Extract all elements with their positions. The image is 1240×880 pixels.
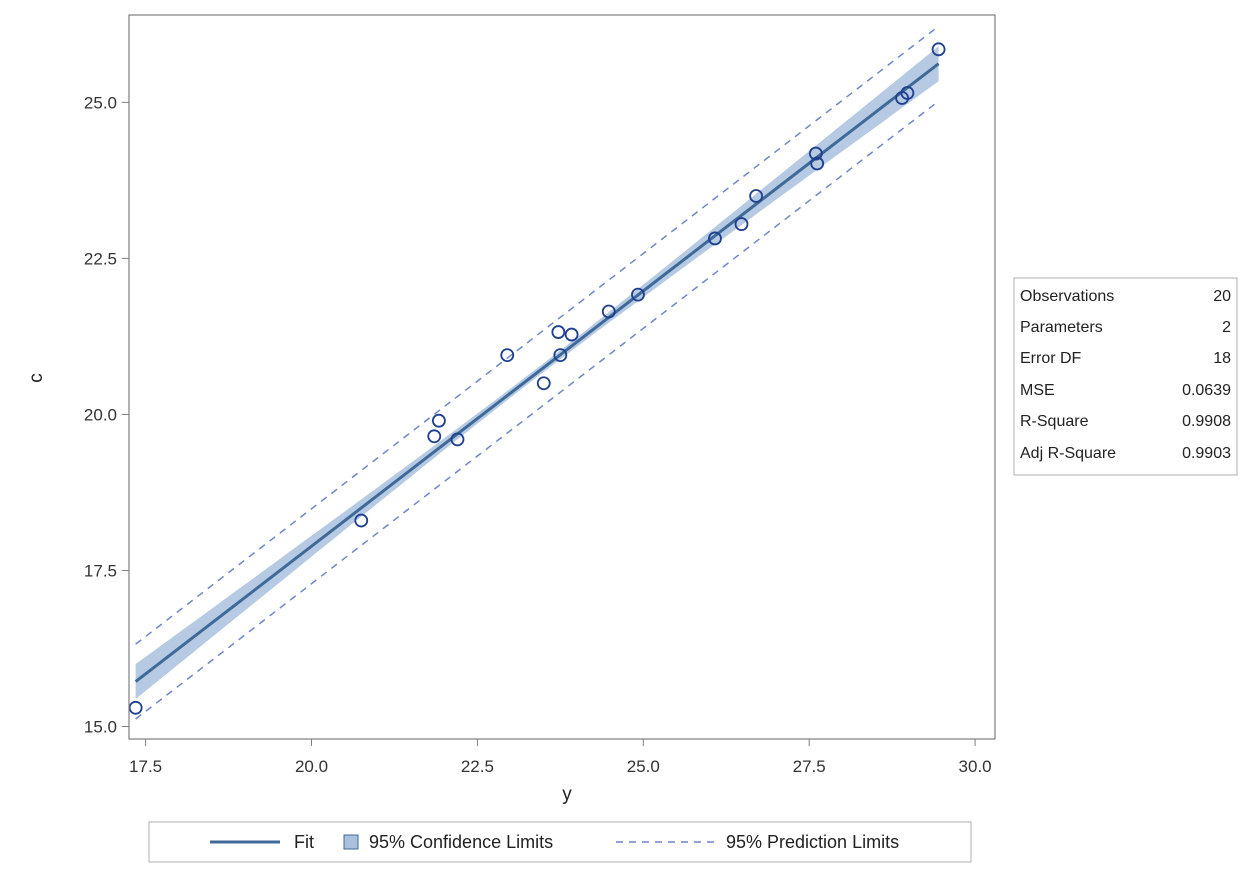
fit-statistics-frame — [1013, 277, 1238, 476]
y-tick-label-3: 20.0 — [84, 405, 117, 424]
data-point-6 — [500, 348, 515, 363]
data-point-19 — [900, 86, 915, 100]
legend: Fit 95% Confidence Limits 95% Prediction… — [148, 821, 972, 863]
data-point-15 — [749, 189, 764, 203]
data-point-7 — [536, 376, 551, 391]
upper-prediction-limit-line — [135, 25, 940, 645]
data-point-9 — [553, 348, 568, 363]
fit-line — [134, 62, 940, 683]
data-point-14 — [734, 217, 749, 231]
data-point-11 — [601, 304, 616, 319]
y-tick-label-5: 25.0 — [84, 93, 117, 112]
y-axis-label: c — [26, 373, 47, 383]
stat-value-mse: 0.0639 — [1182, 382, 1231, 399]
legend-confidence-swatch — [343, 834, 359, 850]
data-point-17 — [810, 156, 825, 171]
legend-confidence-label: 95% Confidence Limits — [369, 832, 553, 852]
stat-label-mse: MSE — [1020, 382, 1055, 399]
data-point-3 — [427, 429, 442, 444]
lower-prediction-limit-line — [135, 100, 940, 720]
x-tick-label-1: 17.5 — [129, 757, 162, 776]
data-point-8 — [551, 325, 566, 339]
data-point-12 — [631, 287, 645, 302]
data-point-10 — [564, 327, 579, 342]
stat-label-observations: Observations — [1020, 288, 1114, 305]
y-tick-label-4: 22.5 — [84, 249, 117, 268]
stat-value-error-df: 18 — [1213, 350, 1231, 367]
data-point-13 — [708, 231, 722, 246]
x-tick-label-3: 22.5 — [461, 757, 494, 776]
stat-label-r-square: R-Square — [1020, 413, 1089, 430]
data-point-16 — [808, 146, 823, 161]
stat-label-adj-r-square: Adj R-Square — [1020, 445, 1116, 462]
stat-value-observations: 20 — [1213, 288, 1231, 305]
x-tick-label-4: 25.0 — [627, 757, 660, 776]
x-tick-label-2: 20.0 — [295, 757, 328, 776]
x-axis-label: y — [562, 784, 572, 805]
data-point-4 — [432, 413, 446, 428]
x-tick-label-6: 30.0 — [959, 757, 992, 776]
x-tick-label-5: 27.5 — [793, 757, 826, 776]
legend-fit-label: Fit — [294, 832, 314, 852]
fit-statistics-table: Observations 20 Parameters 2 Error DF 18… — [1013, 277, 1238, 476]
stat-value-r-square: 0.9908 — [1182, 413, 1231, 430]
plot-area-group: 17.5 20.0 22.5 25.0 27.5 30.0 15.0 17.5 20.0 22.5… — [84, 25, 992, 776]
stat-label-parameters: Parameters — [1020, 319, 1103, 336]
legend-prediction-label: 95% Prediction Limits — [726, 832, 899, 852]
stat-value-adj-r-square: 0.9903 — [1182, 445, 1231, 462]
y-tick-label-2: 17.5 — [84, 561, 117, 580]
data-point-1 — [128, 700, 143, 715]
stat-value-parameters: 2 — [1222, 319, 1231, 336]
legend-frame — [148, 821, 972, 863]
plot-area-frame — [128, 14, 996, 740]
data-point-20 — [931, 42, 946, 57]
y-tick-label-1: 15.0 — [84, 718, 117, 737]
stat-label-error-df: Error DF — [1020, 350, 1082, 367]
data-point-5 — [450, 432, 465, 447]
data-point-2 — [354, 513, 369, 528]
